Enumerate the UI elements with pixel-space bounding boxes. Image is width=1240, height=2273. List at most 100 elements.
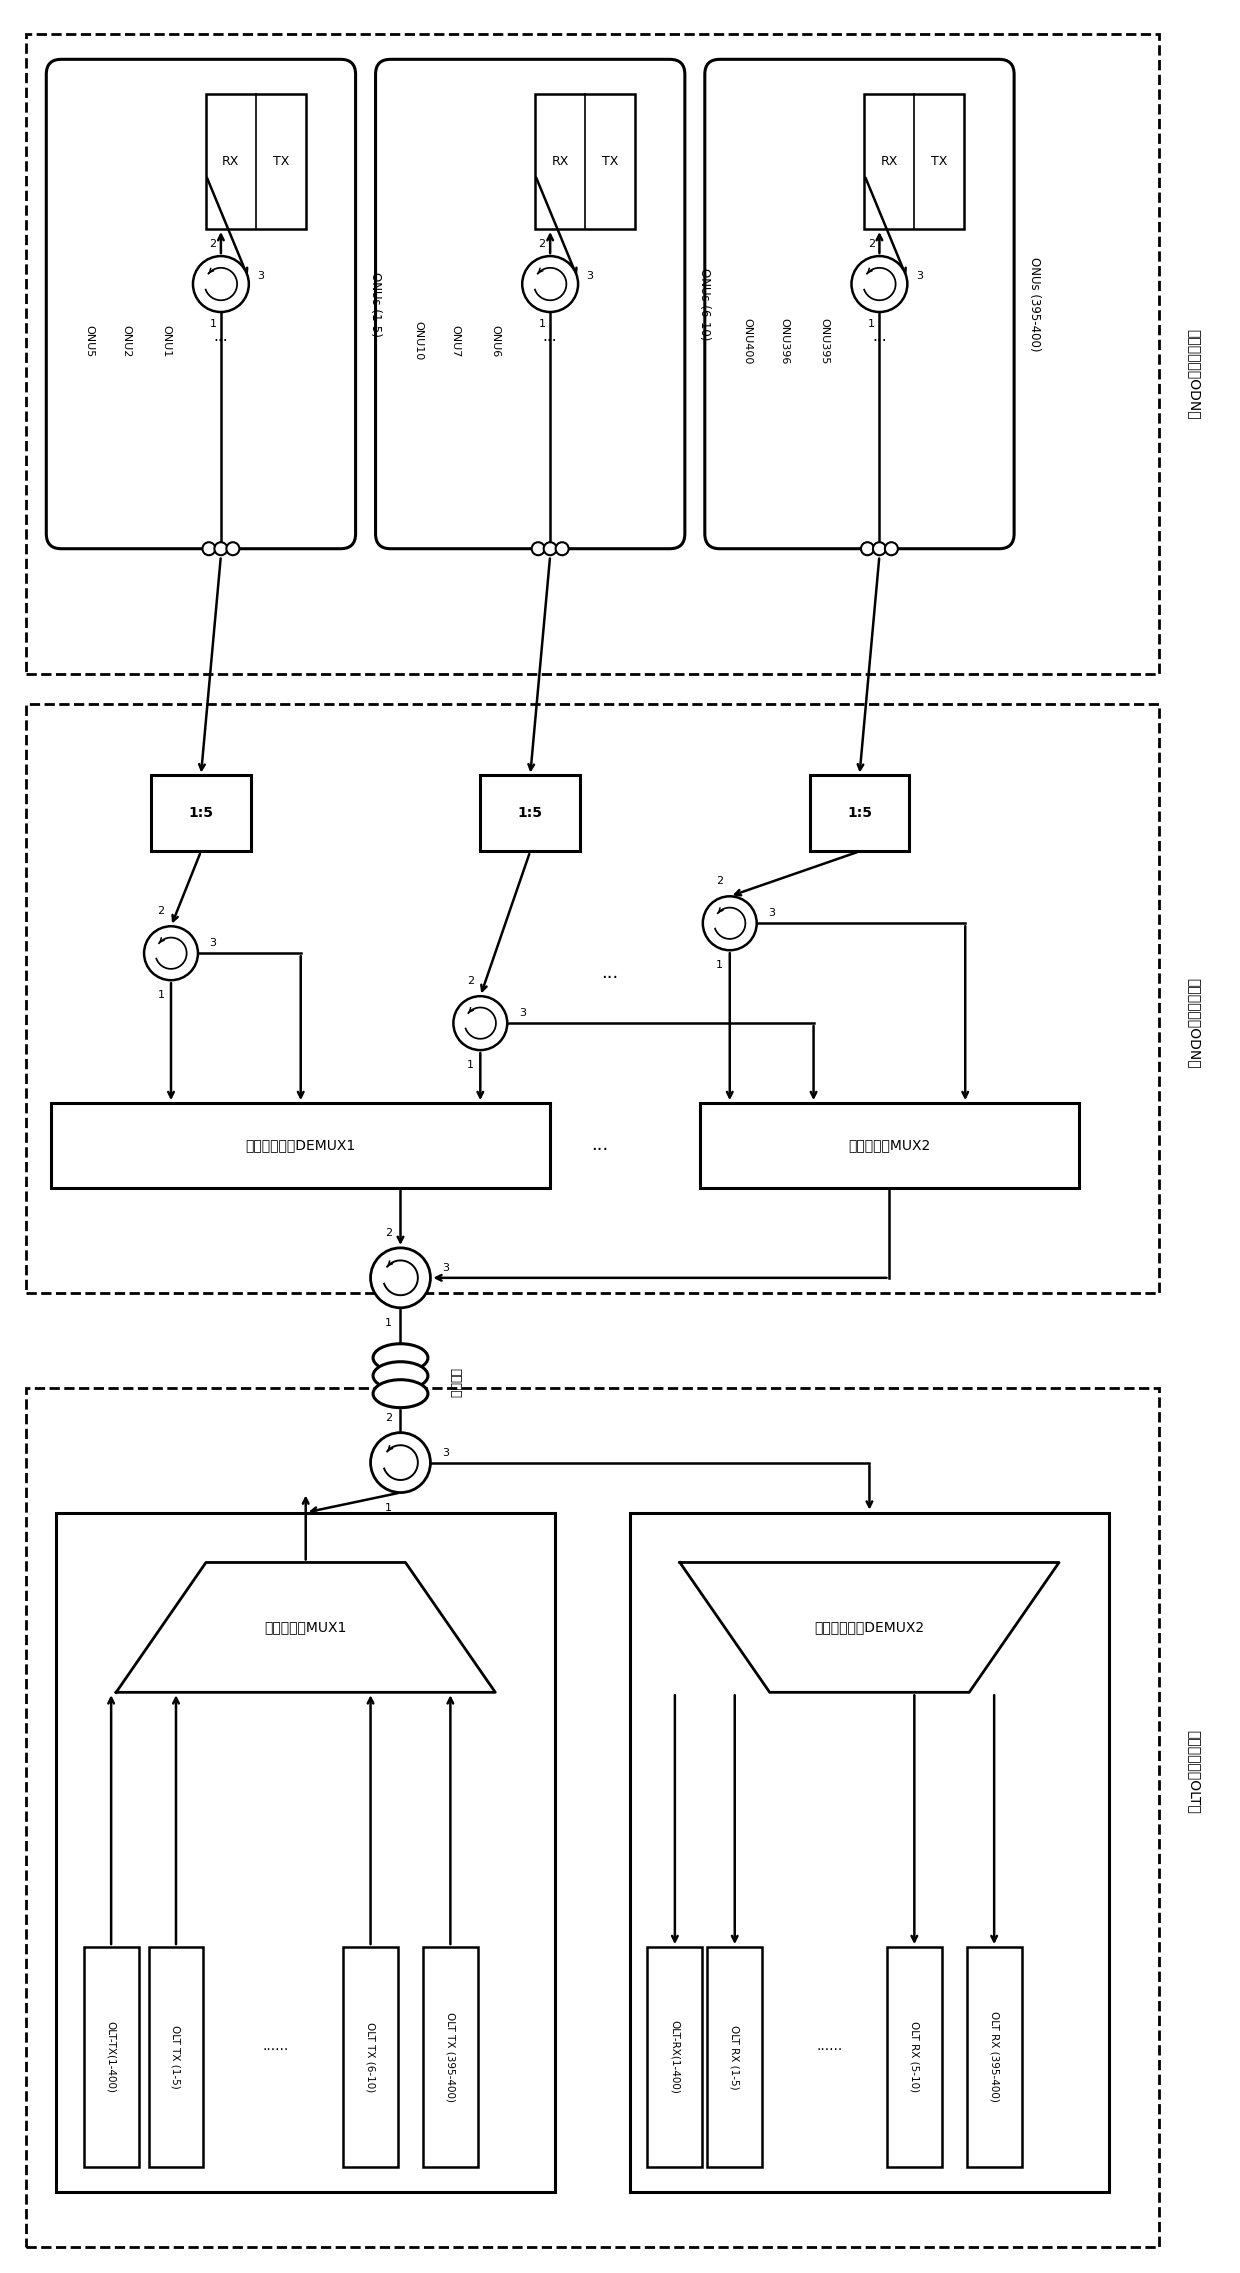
Text: 1: 1 — [384, 1318, 392, 1327]
Circle shape — [532, 543, 544, 555]
FancyBboxPatch shape — [84, 1948, 139, 2166]
FancyBboxPatch shape — [887, 1948, 941, 2166]
Text: 1: 1 — [538, 318, 546, 330]
FancyBboxPatch shape — [647, 1948, 702, 2166]
Text: OLT RX (395-400): OLT RX (395-400) — [990, 2012, 999, 2103]
Text: 3: 3 — [441, 1264, 449, 1273]
Text: 1: 1 — [157, 991, 165, 1000]
Text: 1: 1 — [210, 318, 217, 330]
FancyBboxPatch shape — [56, 1512, 556, 2191]
Text: 1: 1 — [466, 1059, 474, 1071]
Text: 光线路终端（OLT）: 光线路终端（OLT） — [1187, 1730, 1200, 1814]
Text: TX: TX — [601, 155, 619, 168]
FancyBboxPatch shape — [967, 1948, 1022, 2166]
Text: OLT RX (1-5): OLT RX (1-5) — [730, 2025, 740, 2089]
Circle shape — [202, 543, 216, 555]
Circle shape — [371, 1248, 430, 1307]
Text: ONU396: ONU396 — [780, 318, 790, 364]
Ellipse shape — [373, 1343, 428, 1371]
Polygon shape — [680, 1562, 1059, 1693]
Circle shape — [144, 927, 198, 980]
Text: ONUs (1-5): ONUs (1-5) — [370, 270, 382, 336]
Text: 2: 2 — [466, 975, 474, 986]
Text: 2: 2 — [384, 1412, 392, 1423]
Text: 3: 3 — [768, 909, 775, 918]
Text: 3: 3 — [587, 270, 594, 282]
Text: 光网络单元（ODN）: 光网络单元（ODN） — [1187, 330, 1200, 418]
Text: ...: ... — [591, 1136, 609, 1155]
Text: 波分解复用器DEMUX1: 波分解复用器DEMUX1 — [246, 1139, 356, 1152]
Text: 1: 1 — [384, 1502, 392, 1512]
Text: ONU1: ONU1 — [161, 325, 171, 357]
Text: 2: 2 — [210, 239, 217, 250]
Text: ONU7: ONU7 — [450, 325, 460, 357]
Text: TX: TX — [273, 155, 289, 168]
FancyBboxPatch shape — [343, 1948, 398, 2166]
FancyBboxPatch shape — [699, 1102, 1079, 1189]
Text: 1:5: 1:5 — [188, 807, 213, 821]
Text: 3: 3 — [916, 270, 923, 282]
Ellipse shape — [373, 1362, 428, 1389]
Text: ONU10: ONU10 — [413, 320, 423, 361]
Text: 1: 1 — [868, 318, 875, 330]
Text: 3: 3 — [441, 1448, 449, 1457]
Text: ...: ... — [213, 330, 228, 345]
Circle shape — [522, 257, 578, 311]
Text: 光分配网络（ODN）: 光分配网络（ODN） — [1187, 977, 1200, 1068]
Circle shape — [873, 543, 885, 555]
Circle shape — [543, 543, 557, 555]
Text: TX: TX — [931, 155, 947, 168]
Circle shape — [227, 543, 239, 555]
FancyBboxPatch shape — [630, 1512, 1109, 2191]
Text: ONU395: ONU395 — [820, 318, 830, 364]
Text: ...: ... — [872, 330, 887, 345]
Polygon shape — [117, 1562, 495, 1693]
Text: OLT TX (1-5): OLT TX (1-5) — [171, 2025, 181, 2089]
FancyBboxPatch shape — [46, 59, 356, 548]
Bar — [26, 705, 1159, 1293]
Text: 光纤纽路: 光纤纽路 — [449, 1368, 461, 1398]
FancyBboxPatch shape — [51, 1102, 551, 1189]
Text: 波分复用器MUX1: 波分复用器MUX1 — [264, 1621, 347, 1634]
Text: 2: 2 — [538, 239, 546, 250]
Text: OLT-TX(1-400): OLT-TX(1-400) — [107, 2021, 117, 2093]
Text: RX: RX — [880, 155, 898, 168]
Circle shape — [215, 543, 227, 555]
FancyBboxPatch shape — [536, 93, 635, 230]
Text: ONUs (6-10): ONUs (6-10) — [698, 268, 712, 341]
FancyBboxPatch shape — [376, 59, 684, 548]
Text: ONU6: ONU6 — [490, 325, 500, 357]
Text: ONU5: ONU5 — [84, 325, 94, 357]
Text: 3: 3 — [210, 939, 217, 948]
FancyBboxPatch shape — [423, 1948, 477, 2166]
Text: 2: 2 — [384, 1227, 392, 1239]
Circle shape — [703, 896, 756, 950]
Text: 2: 2 — [868, 239, 875, 250]
Text: 3: 3 — [518, 1009, 526, 1018]
Ellipse shape — [373, 1380, 428, 1407]
Text: 1: 1 — [717, 959, 723, 971]
FancyBboxPatch shape — [480, 775, 580, 852]
Text: 2: 2 — [717, 877, 723, 886]
Text: ......: ...... — [816, 2039, 843, 2053]
Circle shape — [371, 1432, 430, 1493]
Circle shape — [861, 543, 874, 555]
FancyBboxPatch shape — [206, 93, 306, 230]
Text: OLT-RX(1-400): OLT-RX(1-400) — [670, 2021, 680, 2093]
Text: OLT RX (5-10): OLT RX (5-10) — [909, 2021, 919, 2093]
Bar — [26, 1389, 1159, 2246]
Circle shape — [193, 257, 249, 311]
Text: ONU400: ONU400 — [743, 318, 753, 364]
FancyBboxPatch shape — [810, 775, 909, 852]
Text: 1:5: 1:5 — [847, 807, 872, 821]
Text: 3: 3 — [258, 270, 264, 282]
Text: ONU2: ONU2 — [122, 325, 131, 357]
Text: 波分解复用器DEMUX2: 波分解复用器DEMUX2 — [815, 1621, 925, 1634]
FancyBboxPatch shape — [704, 59, 1014, 548]
Text: RX: RX — [552, 155, 569, 168]
Circle shape — [454, 996, 507, 1050]
Circle shape — [852, 257, 908, 311]
FancyBboxPatch shape — [864, 93, 965, 230]
Text: ...: ... — [601, 964, 619, 982]
Text: RX: RX — [222, 155, 239, 168]
